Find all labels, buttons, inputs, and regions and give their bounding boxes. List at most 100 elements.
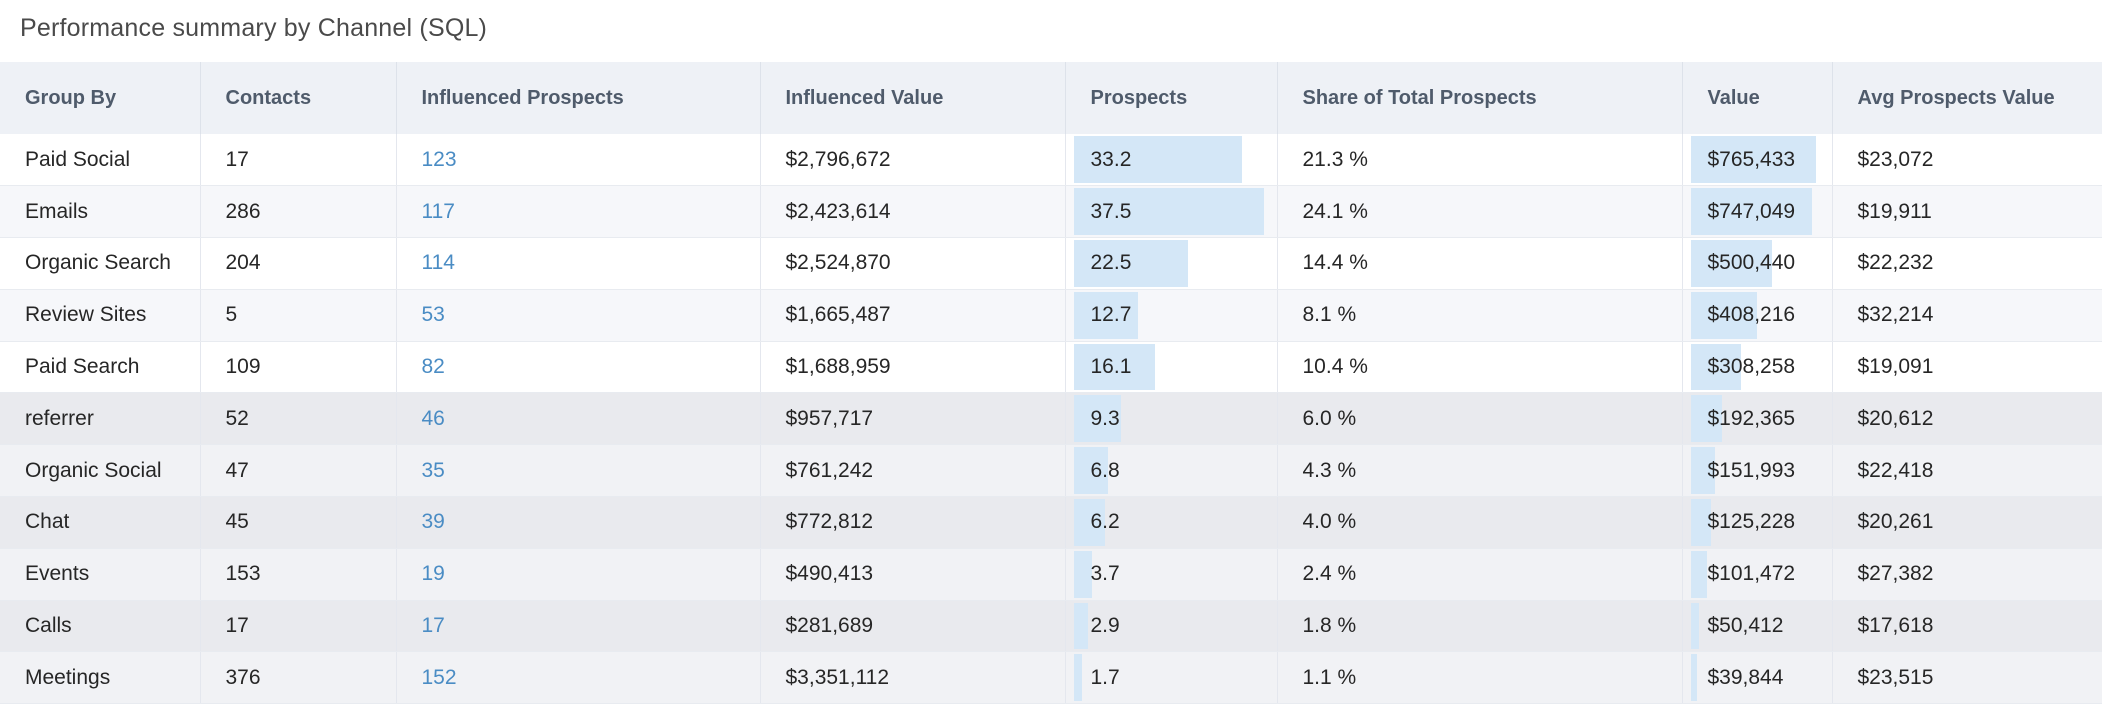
influenced-prospects-link[interactable]: 46 [421, 406, 445, 430]
cell-share-of-total-prospects-text: 24.1 % [1302, 199, 1368, 223]
prospects-data-bar [1073, 136, 1242, 184]
cell-influenced-prospects[interactable]: 35 [396, 444, 761, 498]
cell-influenced-prospects[interactable]: 123 [396, 134, 761, 187]
table-row[interactable]: Emails 286 117 $2,423,614 37.5 24.1 % $747,049… [0, 185, 2102, 239]
column-header-influenced-value[interactable]: Influenced Value [760, 62, 1066, 134]
value-data-bar [1690, 499, 1711, 546]
influenced-prospects-link[interactable]: 39 [421, 510, 445, 534]
cell-share-of-total-prospects-text: 21.3 % [1302, 147, 1368, 171]
cell-influenced-prospects[interactable]: 39 [396, 496, 761, 549]
cell-prospects: 22.5 [1065, 237, 1278, 290]
cell-avg-prospects-value-text: $23,515 [1857, 665, 1934, 689]
cell-prospects-text: 12.7 [1090, 303, 1132, 327]
cell-contacts: 52 [200, 392, 397, 446]
cell-group-by-text: Organic Social [25, 458, 162, 482]
cell-value-text: $125,228 [1707, 510, 1796, 534]
table-row[interactable]: Organic Search 204 114 $2,524,870 22.5 14.4 %… [0, 237, 2102, 290]
cell-value: $125,228 [1682, 496, 1833, 549]
table-row[interactable]: referrer 52 46 $957,717 9.3 6.0 % $192,365 $20,… [0, 392, 2102, 446]
cell-influenced-prospects[interactable]: 117 [396, 185, 761, 239]
column-header-prospects[interactable]: Prospects [1065, 62, 1278, 134]
cell-share-of-total-prospects-text: 1.1 % [1302, 665, 1357, 689]
table-row[interactable]: Organic Social 47 35 $761,242 6.8 4.3 % $151,9… [0, 444, 2102, 498]
table-row[interactable]: Paid Social 17 123 $2,796,672 33.2 21.3 % $765… [0, 134, 2102, 187]
table-row[interactable]: Paid Search 109 82 $1,688,959 16.1 10.4 % $308… [0, 341, 2102, 394]
cell-share-of-total-prospects: 24.1 % [1277, 185, 1683, 239]
cell-value: $39,844 [1682, 651, 1833, 704]
cell-contacts-text: 109 [225, 355, 261, 379]
influenced-prospects-link[interactable]: 123 [421, 147, 457, 171]
cell-avg-prospects-value-text: $22,232 [1857, 251, 1934, 275]
cell-influenced-value: $1,665,487 [760, 289, 1066, 342]
column-header-value[interactable]: Value [1682, 62, 1833, 134]
cell-influenced-prospects[interactable]: 46 [396, 392, 761, 446]
cell-influenced-value-text: $2,423,614 [785, 199, 891, 223]
cell-avg-prospects-value-text: $19,911 [1857, 199, 1932, 223]
cell-influenced-value-text: $772,812 [785, 510, 874, 534]
cell-contacts-text: 17 [225, 147, 249, 171]
column-header-avg-prospects-value[interactable]: Avg Prospects Value [1832, 62, 2102, 134]
cell-prospects-text: 37.5 [1090, 199, 1132, 223]
influenced-prospects-link[interactable]: 53 [421, 303, 445, 327]
cell-group-by-text: Chat [25, 510, 70, 534]
cell-value-text: $101,472 [1707, 562, 1796, 586]
value-data-bar [1690, 654, 1697, 702]
table-row[interactable]: Chat 45 39 $772,812 6.2 4.0 % $125,228 $20,261 [0, 496, 2102, 549]
cell-prospects: 37.5 [1065, 185, 1278, 239]
cell-influenced-prospects[interactable]: 17 [396, 600, 761, 653]
cell-share-of-total-prospects-text: 8.1 % [1302, 303, 1357, 327]
cell-share-of-total-prospects-text: 1.8 % [1302, 614, 1357, 638]
cell-value: $308,258 [1682, 341, 1833, 394]
cell-value-text: $765,433 [1707, 147, 1796, 171]
cell-influenced-value: $772,812 [760, 496, 1066, 549]
table-row[interactable]: Calls 17 17 $281,689 2.9 1.8 % $50,412 $17,618 [0, 600, 2102, 653]
cell-contacts-text: 153 [225, 562, 261, 586]
cell-influenced-prospects[interactable]: 82 [396, 341, 761, 394]
cell-contacts-text: 17 [225, 614, 249, 638]
cell-group-by: Events [0, 548, 201, 601]
cell-influenced-value: $281,689 [760, 600, 1066, 653]
cell-share-of-total-prospects: 4.3 % [1277, 444, 1683, 498]
prospects-data-bar [1073, 395, 1121, 443]
cell-contacts-text: 376 [225, 665, 261, 689]
cell-share-of-total-prospects: 4.0 % [1277, 496, 1683, 549]
cell-share-of-total-prospects: 8.1 % [1277, 289, 1683, 342]
cell-contacts: 45 [200, 496, 397, 549]
cell-group-by: referrer [0, 392, 201, 446]
cell-influenced-prospects[interactable]: 19 [396, 548, 761, 601]
influenced-prospects-link[interactable]: 17 [421, 614, 445, 638]
cell-group-by: Organic Social [0, 444, 201, 498]
column-header-group-by[interactable]: Group By [0, 62, 201, 134]
cell-group-by: Chat [0, 496, 201, 549]
cell-avg-prospects-value: $27,382 [1832, 548, 2102, 601]
cell-influenced-prospects[interactable]: 53 [396, 289, 761, 342]
influenced-prospects-link[interactable]: 152 [421, 665, 457, 689]
cell-influenced-prospects[interactable]: 114 [396, 237, 761, 290]
influenced-prospects-link[interactable]: 19 [421, 562, 445, 586]
table-row[interactable]: Review Sites 5 53 $1,665,487 12.7 8.1 % $408,2… [0, 289, 2102, 342]
cell-influenced-prospects[interactable]: 152 [396, 651, 761, 704]
cell-value: $747,049 [1682, 185, 1833, 239]
cell-group-by-text: Organic Search [25, 251, 171, 275]
table-row[interactable]: Events 153 19 $490,413 3.7 2.4 % $101,472 $27,3… [0, 548, 2102, 601]
cell-share-of-total-prospects: 1.8 % [1277, 600, 1683, 653]
cell-value: $408,216 [1682, 289, 1833, 342]
influenced-prospects-link[interactable]: 35 [421, 458, 445, 482]
column-header-contacts[interactable]: Contacts [200, 62, 397, 134]
influenced-prospects-link[interactable]: 82 [421, 355, 445, 379]
cell-group-by: Organic Search [0, 237, 201, 290]
cell-prospects: 3.7 [1065, 548, 1278, 601]
table-row[interactable]: Meetings 376 152 $3,351,112 1.7 1.1 % $39,844 $… [0, 651, 2102, 704]
prospects-data-bar [1073, 343, 1156, 391]
influenced-prospects-link[interactable]: 114 [421, 251, 455, 275]
cell-value: $500,440 [1682, 237, 1833, 290]
cell-prospects-text: 2.9 [1090, 614, 1120, 638]
cell-group-by-text: Meetings [25, 665, 111, 689]
cell-value-text: $408,216 [1707, 303, 1796, 327]
column-header-influenced-prospects[interactable]: Influenced Prospects [396, 62, 761, 134]
prospects-data-bar [1073, 188, 1264, 236]
header-row: Group By Contacts Influenced Prospects I… [0, 62, 2102, 134]
cell-prospects-text: 33.2 [1090, 147, 1132, 171]
influenced-prospects-link[interactable]: 117 [421, 199, 455, 223]
column-header-share-of-total-prospects[interactable]: Share of Total Prospects [1277, 62, 1683, 134]
